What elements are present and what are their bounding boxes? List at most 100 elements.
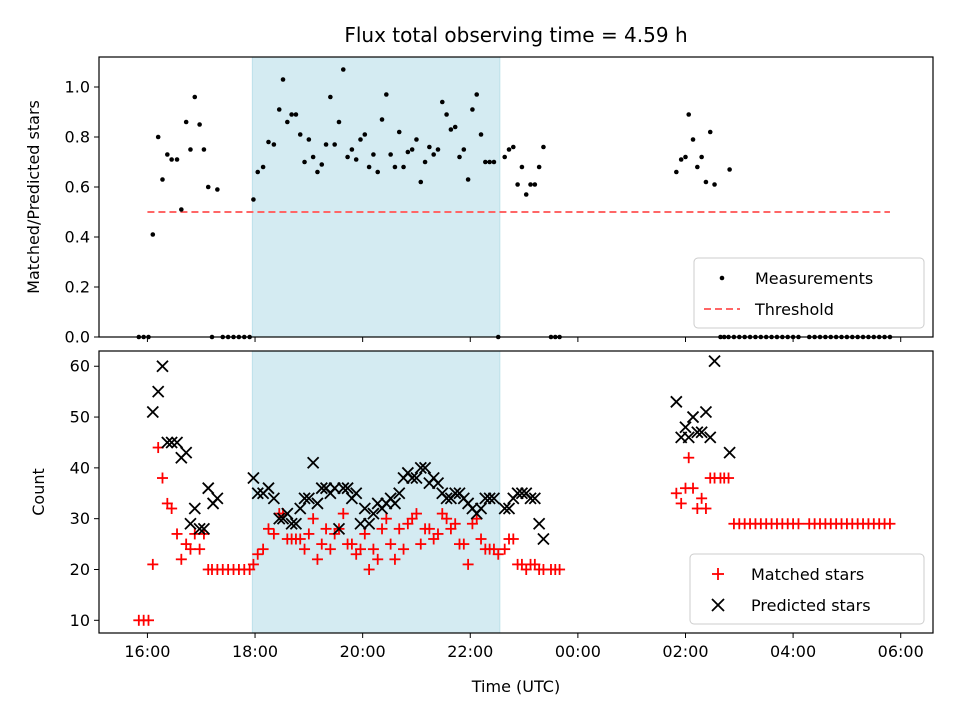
predicted-star-point <box>528 492 541 505</box>
matched-star-point <box>307 513 319 525</box>
matched-star-point <box>156 472 168 484</box>
top-y-tick-label: 0.4 <box>65 228 90 247</box>
measurement-point <box>345 154 350 160</box>
predicted-star-point <box>289 517 303 530</box>
predicted-star-point <box>251 487 264 500</box>
predicted-star-point <box>449 487 462 500</box>
bot-y-tick-label: 50 <box>70 408 90 427</box>
matched-star-point <box>389 553 401 565</box>
measurement-point <box>340 67 346 72</box>
count-points <box>133 355 896 626</box>
predicted-star-point-b <box>211 492 224 505</box>
matched-star-point <box>393 523 405 535</box>
matched-star-point <box>359 528 371 540</box>
measurement-point <box>160 177 165 182</box>
x-tick-label: 02:00 <box>662 642 708 661</box>
measurement-point <box>465 177 471 182</box>
measurement-point <box>690 137 696 142</box>
measurement-point <box>703 179 709 185</box>
predicted-star-point <box>165 436 178 449</box>
measurement-point <box>435 147 441 152</box>
predicted-star-point <box>502 502 516 515</box>
measurement-point <box>392 164 398 170</box>
predicted-star-point-b <box>197 522 211 535</box>
matched-star-point <box>257 543 269 555</box>
matched-star-point <box>700 503 712 515</box>
matched-star-point <box>175 553 187 565</box>
predicted-star-point <box>193 522 206 535</box>
bot-legend-swatch <box>711 598 725 612</box>
matched-star-point <box>376 523 388 535</box>
predicted-star-point <box>691 426 704 439</box>
matched-star-point <box>363 563 375 575</box>
measurement-point <box>188 147 193 152</box>
top-legend-swatch <box>719 275 725 281</box>
predicted-star-point <box>388 497 402 510</box>
measurement-point <box>457 154 462 160</box>
predicted-star-point-b <box>479 492 492 505</box>
predicted-star-point-b <box>358 502 371 515</box>
x-tick-label: 18:00 <box>232 642 278 661</box>
predicted-star-point-b <box>524 492 537 505</box>
measurement-point <box>536 164 542 170</box>
measurement-point <box>183 119 189 125</box>
predicted-star-point-b <box>418 461 432 475</box>
predicted-star-point <box>211 492 224 505</box>
predicted-star-point <box>202 482 215 495</box>
measurement-point <box>519 164 525 170</box>
top-legend-label: Threshold <box>754 300 834 319</box>
measurement-point <box>169 157 174 162</box>
measurement-point <box>452 124 458 130</box>
predicted-star-point <box>515 487 529 500</box>
matched-star-point <box>268 528 280 540</box>
matched-star-point <box>247 558 259 570</box>
predicted-star-point <box>354 517 367 530</box>
measurement-point <box>165 152 170 157</box>
measurement-point <box>695 164 700 170</box>
matched-star-point <box>320 523 332 535</box>
matched-star-point <box>670 487 682 499</box>
predicted-star-point <box>498 502 511 515</box>
predicted-star-point <box>332 522 346 535</box>
matched-star-point <box>194 543 206 555</box>
matched-star-point <box>372 553 384 565</box>
matched-star-point <box>171 528 183 540</box>
predicted-star-point <box>267 492 281 505</box>
predicted-star-point <box>161 436 174 449</box>
top-y-tick-label: 0.0 <box>65 328 90 347</box>
bot-legend-swatch <box>712 568 724 580</box>
predicted-star-point-b <box>165 436 178 449</box>
predicted-star-point <box>410 471 423 485</box>
matched-star-point <box>410 508 422 520</box>
predicted-star-point <box>533 517 546 530</box>
predicted-star-point-b <box>388 497 402 510</box>
predicted-star-point-b <box>502 502 516 515</box>
measurement-point <box>336 119 342 125</box>
matched-star-point <box>449 518 461 530</box>
top-y-tick-label: 0.8 <box>65 128 90 147</box>
x-tick-label: 00:00 <box>555 642 601 661</box>
predicted-star-point-b <box>328 482 341 495</box>
matched-star-point <box>683 452 695 464</box>
predicted-star-point-b <box>708 355 721 368</box>
predicted-star-point <box>431 476 445 490</box>
predicted-star-point <box>247 471 260 485</box>
bot-shade-rect <box>251 350 501 634</box>
predicted-star-point <box>393 487 406 500</box>
x-axis-label: Time (UTC) <box>471 677 560 696</box>
measurement-point <box>396 129 402 135</box>
measurement-point <box>683 154 688 160</box>
measurement-point <box>260 164 266 170</box>
top-y-ticks: 0.0 0.2 0.4 0.6 0.8 1.0 <box>65 78 99 347</box>
matched-star-point <box>252 548 264 560</box>
predicted-star-point-b <box>362 517 376 530</box>
measurement-point <box>155 134 161 140</box>
predicted-star-point <box>670 395 683 408</box>
measurement-point <box>699 154 704 160</box>
matched-star-point <box>554 563 566 575</box>
predicted-star-point-b <box>247 471 260 485</box>
measurement-point <box>310 154 316 160</box>
x-tick-label: 16:00 <box>124 642 170 661</box>
measurement-point <box>271 142 277 147</box>
